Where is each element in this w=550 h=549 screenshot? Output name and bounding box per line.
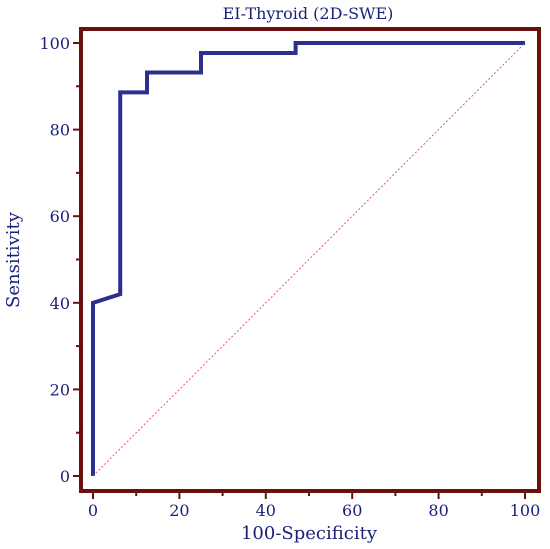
y-axis-label: Sensitivity bbox=[3, 211, 24, 308]
x-tick-label: 40 bbox=[256, 501, 276, 520]
x-tick-label: 100 bbox=[510, 501, 541, 520]
roc-curve-line bbox=[91, 41, 525, 476]
x-axis-label: 100-Specificity bbox=[241, 523, 378, 544]
y-tick-label: 60 bbox=[50, 207, 70, 226]
reference-diagonal-line bbox=[92, 42, 526, 477]
y-tick-label: 0 bbox=[60, 467, 70, 486]
y-tick-label: 40 bbox=[50, 294, 70, 313]
y-tick-label: 20 bbox=[50, 380, 70, 399]
chart-title: EI-Thyroid (2D-SWE) bbox=[223, 4, 394, 23]
series-layer bbox=[91, 41, 526, 477]
y-tick-label: 80 bbox=[50, 121, 70, 140]
y-axis-ticks: 0 20 40 60 80 100 bbox=[39, 34, 81, 486]
x-tick-label: 80 bbox=[428, 501, 448, 520]
y-tick-label: 100 bbox=[39, 34, 70, 53]
x-tick-label: 0 bbox=[88, 501, 98, 520]
x-tick-label: 20 bbox=[169, 501, 189, 520]
x-tick-label: 60 bbox=[342, 501, 362, 520]
x-axis-ticks: 0 20 40 60 80 100 bbox=[88, 491, 540, 520]
